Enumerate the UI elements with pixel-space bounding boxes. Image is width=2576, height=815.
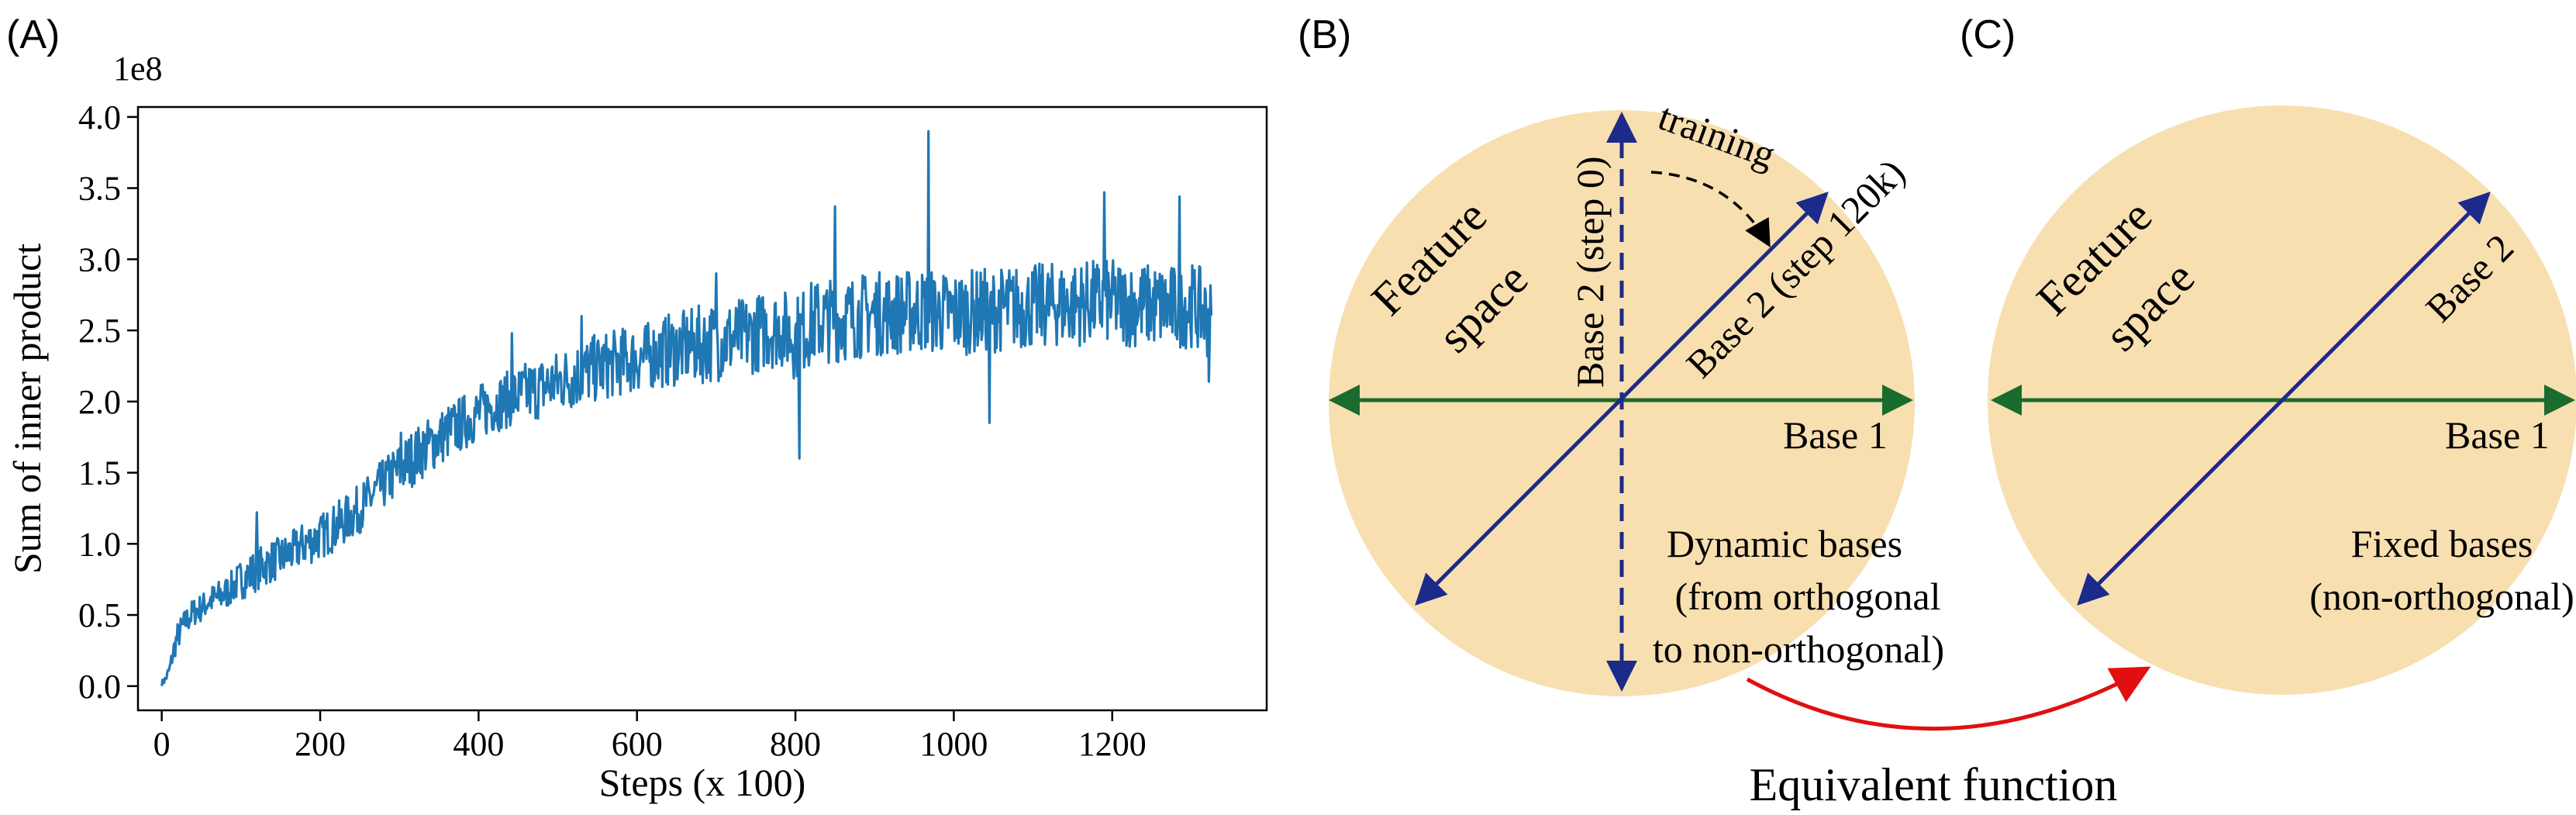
x-tick-label: 600 <box>612 725 663 763</box>
x-tick-label: 400 <box>453 725 504 763</box>
dynamic-bases-caption-3: to non-orthogonal) <box>1653 627 1944 671</box>
x-tick-label: 200 <box>295 725 346 763</box>
base1-label-c: Base 1 <box>2445 413 2550 457</box>
y-tick-label: 1.0 <box>78 525 121 563</box>
panel-a-tag: (A) <box>6 12 60 57</box>
y-tick-label: 1.5 <box>78 454 121 492</box>
panel-a: (A) 1e8 0 200 400 600 800 1000 1200 0.0 0.5 1.0 1… <box>5 12 1268 804</box>
fixed-bases-caption-1: Fixed bases <box>2351 522 2533 565</box>
base2-axis-c <box>2077 192 2491 606</box>
panel-b-tag: (B) <box>1298 12 1351 57</box>
x-tick-label: 800 <box>770 725 821 763</box>
x-axis-label: Steps (x 100) <box>599 761 806 804</box>
equivalence-label: Equivalent function <box>1750 759 2118 810</box>
y-tick-label: 2.0 <box>78 383 121 421</box>
panel-c: (C) Feature space Base 2 Base 1 Fixed ba… <box>1960 12 2576 695</box>
panel-b: (B) Feature space Base 2 (step 0) Base 2… <box>1298 12 1944 696</box>
training-rotation-arrow <box>1650 171 1771 248</box>
y-tick-label: 0.5 <box>78 596 121 634</box>
y-tick-label: 3.5 <box>78 170 121 208</box>
base2-step120k-axis <box>1415 192 1829 606</box>
base1-label-b: Base 1 <box>1783 413 1888 457</box>
series-layer <box>160 130 1213 686</box>
dynamic-bases-caption-2: (from orthogonal <box>1675 575 1941 618</box>
x-tick-label: 1200 <box>1078 725 1147 763</box>
y-axis-label: Sum of inner product <box>5 243 49 574</box>
y-tick-label: 0.0 <box>78 668 121 706</box>
y-tick-label: 4.0 <box>78 98 121 136</box>
x-tick-label: 1000 <box>919 725 988 763</box>
y-offset-label: 1e8 <box>113 50 163 88</box>
equivalence-connector: Equivalent function <box>1746 666 2151 810</box>
panel-c-tag: (C) <box>1960 12 2016 57</box>
x-tick-label: 0 <box>153 725 171 763</box>
y-axis-ticks: 0.0 0.5 1.0 1.5 2.0 2.5 3.0 3.5 4.0 <box>78 98 138 706</box>
y-tick-label: 3.0 <box>78 240 121 278</box>
base2-step0-label: Base 2 (step 0) <box>1568 156 1612 388</box>
x-axis-ticks: 0 200 400 600 800 1000 1200 <box>153 710 1147 763</box>
inner-product-series-line <box>160 130 1213 686</box>
y-tick-label: 2.5 <box>78 312 121 350</box>
dynamic-bases-caption-1: Dynamic bases <box>1667 522 1902 565</box>
equivalence-arrow <box>1746 666 2151 731</box>
fixed-bases-caption-2: (non-orthogonal) <box>2309 575 2574 618</box>
plot-frame <box>136 105 1268 712</box>
